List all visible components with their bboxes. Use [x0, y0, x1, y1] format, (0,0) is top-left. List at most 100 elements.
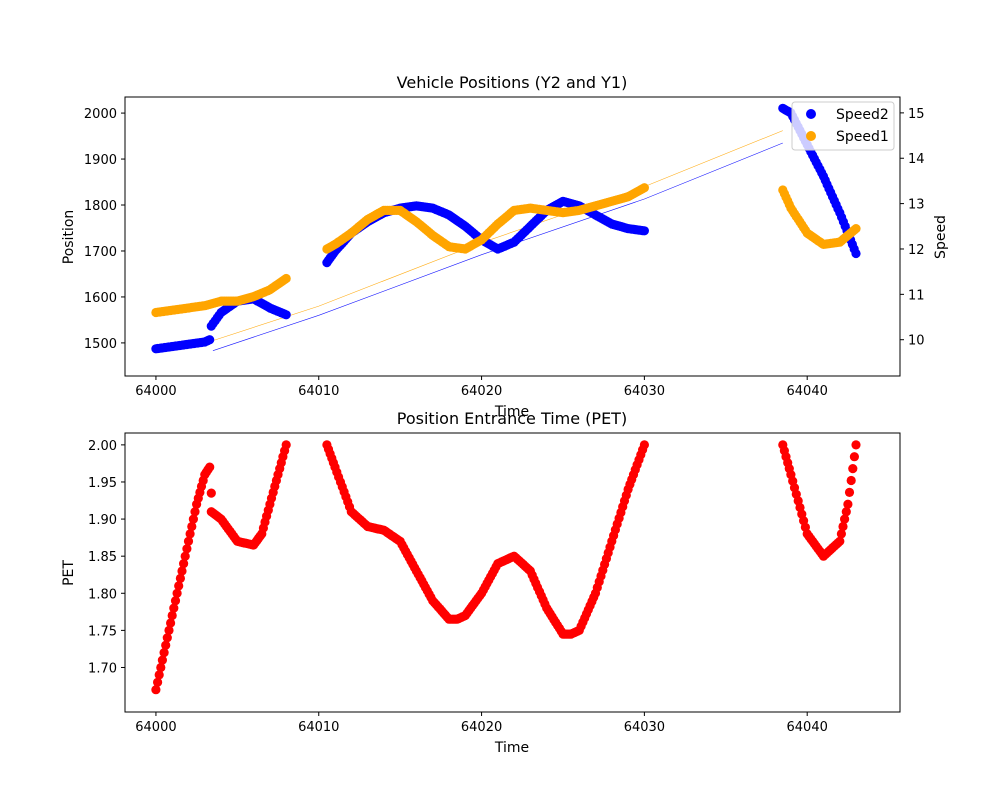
bottom-xtick-label-0: 64000 [135, 720, 176, 735]
top-point-speed1-2-41 [851, 224, 861, 234]
legend-label-speed1: Speed1 [836, 129, 889, 145]
bottom-point-pet-3-41 [849, 452, 860, 462]
bottom-point-pet-0-3 [156, 662, 166, 673]
bottom-point-pet-0-22 [187, 521, 197, 532]
bottom-xtick-label-1: 64010 [298, 720, 339, 735]
chart-title-top: Vehicle Positions (Y2 and Y1) [397, 73, 628, 92]
bottom-point-pet-0-10 [167, 610, 177, 621]
bottom-point-pet-0-1 [153, 677, 163, 687]
bottom-left-ytick-label-5: 1.95 [88, 476, 117, 491]
top-xtick-label-2: 64020 [461, 384, 502, 399]
y-axis-label-bottom: PET [61, 560, 77, 586]
top-left-ytick-label-3: 1800 [84, 199, 117, 214]
top-point-speed2-0-30 [205, 335, 215, 345]
legend-label-speed2: Speed2 [836, 107, 889, 123]
top-right-ytick-label-5: 15 [908, 107, 925, 122]
top-point-speed2-2-41 [851, 248, 861, 259]
top-right-ytick-label-2: 12 [908, 243, 925, 258]
bottom-point-pet-0-15 [175, 573, 185, 584]
top-right-ytick-label-3: 13 [908, 198, 925, 213]
bottom-point-pet-0-11 [169, 603, 179, 613]
top-xtick-label-3: 64030 [624, 384, 665, 399]
bottom-point-pet-0-12 [170, 596, 181, 606]
bottom-point-pet-3-37 [843, 499, 853, 509]
bottom-left-ytick-label-6: 2.00 [88, 439, 117, 454]
top-left-ytick-label-5: 2000 [84, 107, 117, 122]
bottom-point-pet-0-2 [154, 670, 164, 680]
bottom-left-ytick-label-2: 1.80 [88, 587, 117, 602]
top-left-ytick-label-4: 1900 [84, 153, 117, 168]
bottom-point-pet-3-38 [844, 487, 855, 497]
x-axis-label-bottom: Time [494, 740, 529, 756]
bottom-point-pet-0-7 [162, 633, 172, 643]
bottom-point-pet-0-0 [151, 685, 161, 695]
x-axis-top: 64000 64010 64020 64030 64040 [135, 376, 828, 399]
bottom-point-pet-3-34 [838, 521, 848, 532]
bottom-point-pet-0-14 [174, 581, 184, 591]
top-point-speed1-0-72 [281, 273, 291, 284]
bottom-point-pet-3-35 [840, 514, 850, 524]
top-xtick-label-1: 64010 [298, 384, 339, 399]
bottom-point-pet-2-178 [639, 440, 650, 450]
bottom-point-pet-0-5 [159, 648, 169, 658]
bottom-left-ytick-label-4: 1.90 [88, 513, 117, 528]
pet-series [151, 440, 861, 695]
top-series-speed1 [151, 183, 861, 318]
bottom-point-pet-0-21 [185, 529, 195, 539]
top-right-ytick-label-4: 14 [908, 152, 925, 167]
bottom-left-ytick-label-1: 1.75 [88, 624, 117, 639]
bottom-point-pet-0-16 [177, 566, 187, 576]
bottom-point-pet-0-19 [182, 544, 192, 554]
bottom-xtick-label-2: 64020 [461, 720, 502, 735]
legend-marker-speed2 [806, 109, 816, 119]
plot-frame-bottom [124, 432, 901, 713]
bottom-point-pet-3-39 [846, 475, 856, 486]
bottom-point-pet-0-20 [183, 536, 194, 546]
bottom-xtick-label-3: 64030 [624, 720, 665, 735]
legend: Speed2 Speed1 [791, 101, 895, 151]
pet-chart: 64000 64010 64020 64030 64040 1.701.751.801.… [61, 409, 901, 756]
top-right-ytick-label-0: 10 [908, 334, 925, 349]
top-left-ytick-label-2: 1700 [84, 245, 117, 260]
bottom-point-pet-3-40 [848, 464, 858, 474]
bottom-left-ytick-label-3: 1.85 [88, 550, 117, 565]
y-axis-left-top: 1500 1600 1700 1800 1900 2000 [84, 107, 125, 352]
bottom-point-pet-0-9 [166, 618, 176, 628]
top-left-ytick-label-0: 1500 [84, 337, 117, 352]
bottom-point-pet-0-13 [172, 588, 182, 598]
y2-axis-label-top: Speed [933, 215, 949, 259]
top-left-ytick-label-1: 1600 [84, 291, 117, 306]
top-point-speed2-0-72 [281, 310, 291, 320]
y-axis-right-top: 10 11 12 13 14 15 [900, 107, 925, 349]
bottom-point-pet-0-33 [205, 462, 215, 472]
bottom-point-pet-0-6 [161, 640, 171, 650]
top-point-speed2-1-176 [639, 226, 650, 236]
bottom-point-pet-0-23 [188, 514, 198, 524]
legend-frame [791, 101, 895, 151]
top-point-speed1-1-176 [639, 183, 650, 193]
bottom-left-ytick-label-0: 1.70 [88, 661, 117, 676]
bottom-point-pet-3-33 [836, 529, 847, 539]
position-line-0 [212, 142, 783, 351]
pet-outlier-point [206, 488, 216, 498]
vehicle-positions-chart: 64000 64010 64020 64030 64040 1500 1600 1700 18… [61, 73, 949, 420]
chart-title-bottom: Position Entrance Time (PET) [397, 409, 627, 428]
bottom-point-pet-3-36 [841, 507, 851, 517]
bottom-point-pet-3-42 [851, 440, 861, 450]
plot-frame-top [124, 96, 901, 377]
bottom-point-pet-0-18 [180, 551, 190, 561]
bottom-point-pet-3-32 [835, 536, 845, 546]
bottom-point-pet-0-17 [179, 559, 189, 569]
top-right-ytick-label-1: 11 [908, 288, 925, 303]
top-xtick-label-4: 64040 [787, 384, 828, 399]
speed-series [151, 103, 861, 354]
x-axis-bottom: 64000 64010 64020 64030 64040 [135, 712, 828, 735]
y-axis-left-bottom: 1.70 1.75 1.80 1.85 1.90 1.95 2.00 [88, 439, 125, 676]
legend-marker-speed1 [806, 131, 816, 141]
bottom-point-pet-0-8 [164, 625, 174, 636]
bottom-point-pet-1-43 [281, 440, 291, 450]
y-axis-label-top: Position [61, 210, 77, 265]
bottom-series-pet [151, 440, 861, 695]
bottom-xtick-label-4: 64040 [787, 720, 828, 735]
